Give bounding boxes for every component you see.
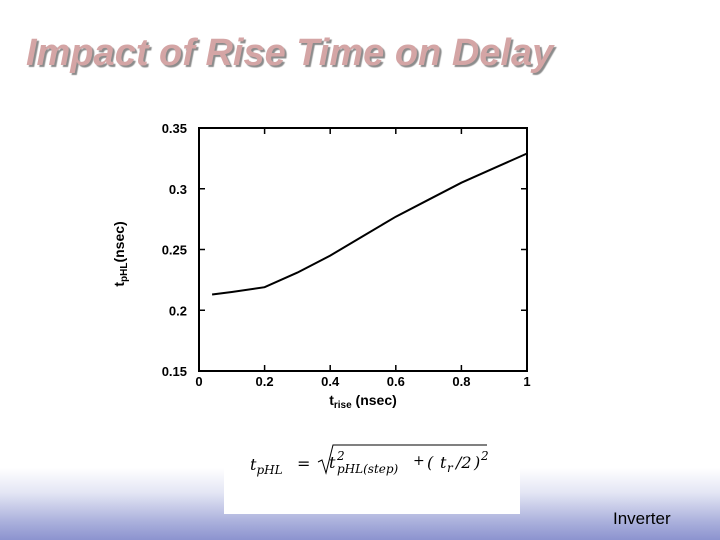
y-axis-label-sub: pHL: [119, 263, 130, 282]
y-tick-label: 0.35: [162, 121, 187, 136]
formula-term1-sup: 2: [336, 449, 345, 463]
x-tick-label: 0.8: [452, 374, 470, 389]
y-tick-label: 0.2: [169, 303, 187, 318]
formula-term2-sup: 2: [480, 449, 489, 463]
slide-title: Impact of Rise Time on Delay: [26, 32, 554, 74]
formula-equals: =: [297, 454, 310, 473]
delay-formula: tpHL = t 2 pHL(step) + ( t r /2 ) 2: [250, 444, 489, 477]
x-tick-label: 0.4: [321, 374, 340, 389]
delay-curve-line: [211, 152, 528, 296]
x-tick-label: 0: [195, 374, 202, 389]
x-tick-label: 1: [523, 374, 530, 389]
formula-term2-sub: r: [447, 461, 454, 475]
plot-frame: [198, 127, 528, 372]
formula-term2-close: ): [473, 453, 480, 472]
x-axis-label-sub: rise: [334, 400, 352, 411]
formula-lhs: tpHL: [250, 455, 283, 477]
formula-term2-open: (: [427, 453, 434, 472]
formula-radical-sign: [317, 444, 487, 475]
x-axis-label: trise (nsec): [329, 392, 397, 411]
formula-plus: +: [413, 453, 425, 469]
footer-label: Inverter: [613, 509, 671, 528]
y-tick-label: 0.3: [169, 182, 187, 197]
formula-term2-div: /2: [454, 453, 472, 472]
formula-term1-t: t: [329, 453, 336, 472]
y-axis-label-unit: (nsec): [111, 221, 127, 262]
y-axis-ticks: 0.15 0.2 0.25 0.3 0.35: [162, 121, 527, 379]
x-axis-label-unit: (nsec): [352, 392, 397, 408]
formula-box: [224, 440, 520, 514]
x-tick-label: 0.6: [387, 374, 405, 389]
formula-term2-t: t: [440, 453, 447, 472]
x-axis-label-main: t: [329, 392, 334, 408]
y-tick-label: 0.15: [162, 364, 187, 379]
y-axis-label-main: t: [111, 282, 127, 287]
x-tick-label: 0.2: [256, 374, 274, 389]
y-axis-label: tpHL(nsec): [111, 221, 130, 286]
y-tick-label: 0.25: [162, 243, 187, 258]
x-axis-ticks: 0 0.2 0.4 0.6 0.8 1: [195, 128, 531, 389]
formula-term1-sub: pHL(step): [337, 462, 399, 476]
